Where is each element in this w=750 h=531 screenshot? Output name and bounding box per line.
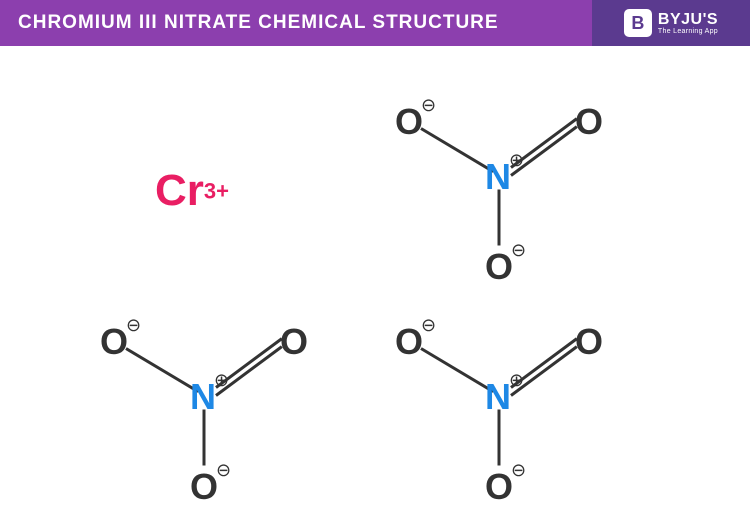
oxygen-atom: O xyxy=(575,321,603,363)
nitrogen-atom: N xyxy=(190,376,216,418)
cation-symbol: Cr xyxy=(155,166,204,215)
header-bar: CHROMIUM III NITRATE CHEMICAL STRUCTURE … xyxy=(0,0,750,46)
bond xyxy=(125,347,199,393)
oxygen-charge: ⊖ xyxy=(511,460,526,481)
oxygen-charge: ⊖ xyxy=(511,240,526,261)
oxygen-atom: O xyxy=(395,101,423,143)
nitrogen-charge: ⊕ xyxy=(214,370,229,391)
oxygen-atom: O xyxy=(190,466,218,508)
bond xyxy=(420,347,494,393)
chromium-cation: Cr3+ xyxy=(155,166,229,216)
logo-badge: B xyxy=(624,9,652,37)
oxygen-atom: O xyxy=(100,321,128,363)
oxygen-atom: O xyxy=(280,321,308,363)
title-bar: CHROMIUM III NITRATE CHEMICAL STRUCTURE xyxy=(0,0,592,46)
nitrogen-charge: ⊕ xyxy=(509,370,524,391)
oxygen-atom: O xyxy=(575,101,603,143)
nitrogen-charge: ⊕ xyxy=(509,150,524,171)
logo-main: BYJU'S xyxy=(658,12,718,28)
oxygen-atom: O xyxy=(485,246,513,288)
nitrate-ion: O O O N ⊖ ⊕ ⊖ xyxy=(395,306,625,516)
logo-text: BYJU'S The Learning App xyxy=(658,12,718,35)
nitrate-ion: O O O N ⊖ ⊕ ⊖ xyxy=(100,306,330,516)
oxygen-charge: ⊖ xyxy=(421,95,436,116)
logo-box: B BYJU'S The Learning App xyxy=(592,0,750,46)
cation-charge: 3+ xyxy=(204,179,229,204)
nitrate-ion: O O O N ⊖ ⊕ ⊖ xyxy=(395,86,625,296)
bond xyxy=(420,127,494,173)
oxygen-charge: ⊖ xyxy=(421,315,436,336)
oxygen-charge: ⊖ xyxy=(216,460,231,481)
nitrogen-atom: N xyxy=(485,376,511,418)
diagram-canvas: Cr3+ OOON⊖⊕⊖OOON⊖⊕⊖OOON⊖⊕⊖ xyxy=(0,46,750,531)
logo-sub: The Learning App xyxy=(658,28,718,35)
oxygen-atom: O xyxy=(395,321,423,363)
oxygen-atom: O xyxy=(485,466,513,508)
nitrogen-atom: N xyxy=(485,156,511,198)
oxygen-charge: ⊖ xyxy=(126,315,141,336)
title-text: CHROMIUM III NITRATE CHEMICAL STRUCTURE xyxy=(18,12,499,34)
